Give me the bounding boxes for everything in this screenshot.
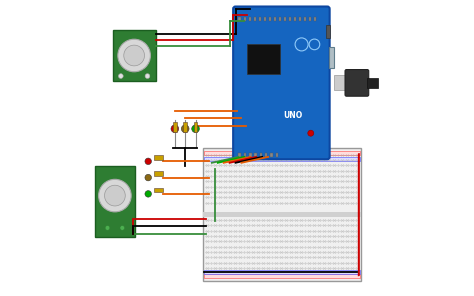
Bar [249,153,252,157]
Bar [154,188,163,192]
Bar [238,153,241,157]
Bar [304,17,306,21]
Circle shape [118,39,150,72]
Bar [113,30,155,81]
Circle shape [145,174,152,181]
Circle shape [295,38,308,51]
Bar [264,17,266,21]
Bar [244,17,246,21]
Bar [247,44,280,74]
Circle shape [99,179,131,212]
Bar [259,17,261,21]
Circle shape [308,130,314,136]
Bar [334,75,346,90]
Bar [269,17,271,21]
Bar [244,153,246,157]
Circle shape [105,185,125,206]
Bar [154,171,163,176]
FancyBboxPatch shape [345,70,369,96]
Bar [289,17,291,21]
Bar [367,78,378,88]
Circle shape [145,74,150,78]
Bar [204,151,360,155]
Bar [203,148,361,281]
Bar [326,25,330,38]
Bar [204,157,360,161]
Circle shape [309,39,320,50]
Bar [183,122,187,132]
Text: UNO: UNO [283,111,302,120]
Bar [273,17,276,21]
Circle shape [182,125,189,133]
Circle shape [145,191,152,197]
Bar [260,153,262,157]
Circle shape [124,45,145,66]
Bar [271,153,273,157]
Bar [314,17,316,21]
Bar [154,155,163,160]
Circle shape [105,226,110,230]
Bar [203,212,361,217]
Bar [254,17,256,21]
Bar [279,17,281,21]
Bar [276,153,278,157]
Bar [194,122,197,132]
Circle shape [118,74,123,78]
Circle shape [191,125,200,133]
Bar [255,153,257,157]
Bar [238,17,241,21]
Circle shape [120,226,125,230]
Bar [294,17,296,21]
Bar [248,17,251,21]
Bar [329,47,334,68]
Bar [309,17,311,21]
Bar [299,17,301,21]
Bar [95,166,135,237]
Circle shape [171,125,179,133]
Bar [204,274,360,278]
Bar [204,270,360,274]
FancyBboxPatch shape [233,7,329,159]
Circle shape [145,158,152,165]
Bar [173,122,177,132]
Bar [265,153,267,157]
Bar [284,17,286,21]
